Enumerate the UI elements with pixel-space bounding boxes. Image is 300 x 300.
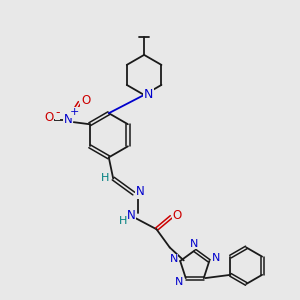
Text: N: N [169, 254, 178, 264]
Text: +: + [70, 107, 79, 118]
Text: N: N [127, 209, 136, 223]
Text: O: O [172, 208, 182, 222]
Text: -: - [55, 106, 60, 119]
Text: O: O [44, 111, 53, 124]
Text: N: N [175, 277, 184, 286]
Text: N: N [190, 239, 198, 249]
Text: H: H [118, 216, 127, 226]
Text: N: N [136, 185, 145, 198]
Text: O: O [81, 94, 90, 107]
Text: N: N [212, 253, 220, 263]
Text: N: N [64, 113, 73, 126]
Text: N: N [144, 88, 153, 101]
Text: H: H [101, 173, 109, 183]
